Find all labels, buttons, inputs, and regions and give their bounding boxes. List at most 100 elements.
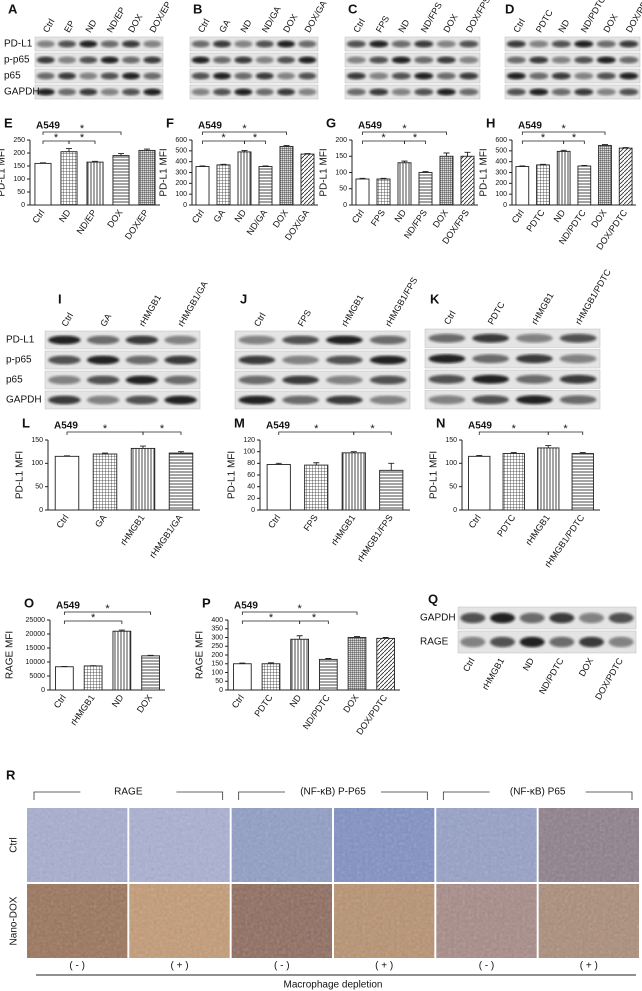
lane-label: DOX/EP xyxy=(147,0,173,34)
blot-strip xyxy=(457,606,637,630)
micrograph-texture xyxy=(334,884,435,958)
error-bar xyxy=(401,160,408,163)
lane-label: rHMGB1 xyxy=(530,291,556,326)
y-tick-label: 400 xyxy=(175,159,187,166)
bar xyxy=(397,162,412,206)
bar xyxy=(515,166,530,206)
significance-mark: * xyxy=(269,612,274,624)
blot-band xyxy=(549,612,575,624)
x-tick-label: ND/GA xyxy=(245,208,270,237)
bar xyxy=(379,469,404,511)
panel-letter: M xyxy=(234,415,245,430)
micrograph-texture xyxy=(129,884,230,958)
significance-bracket xyxy=(547,431,584,435)
bar xyxy=(439,155,454,206)
lane-label: GA xyxy=(217,18,232,34)
blot-band xyxy=(255,40,274,48)
panel-letter: N xyxy=(436,415,445,430)
blot-band xyxy=(472,374,509,384)
bar xyxy=(618,147,633,206)
micrograph-texture xyxy=(538,808,639,882)
y-tick-label: 100 xyxy=(175,191,187,198)
blot-row-label: p65 xyxy=(6,375,23,386)
bar xyxy=(341,452,366,511)
error-bar xyxy=(422,171,429,173)
chart-subtitle: A549 xyxy=(518,121,542,132)
bar xyxy=(304,464,329,511)
blot-band xyxy=(506,56,526,64)
error-bar xyxy=(239,662,246,664)
blot-band xyxy=(529,40,549,48)
x-tick-label: rHMGB1 xyxy=(329,513,357,547)
significance-mark: * xyxy=(54,132,59,144)
panel-letter: E xyxy=(4,115,13,130)
lane-label: Ctrl xyxy=(442,309,458,326)
significance-mark: * xyxy=(541,132,546,144)
chart-subtitle: A549 xyxy=(36,121,60,132)
x-tick-label: ND xyxy=(232,207,248,224)
blot-band xyxy=(255,56,274,64)
blot-band xyxy=(619,56,639,64)
x-tick-label: ND/EP xyxy=(75,208,99,236)
bar xyxy=(54,455,80,511)
error-bar xyxy=(325,658,332,660)
y-tick-label: 200 xyxy=(175,180,187,187)
x-tick-label: DOX xyxy=(341,693,360,715)
significance-mark: * xyxy=(91,612,96,624)
lane-label: EP xyxy=(62,19,77,34)
blot-band xyxy=(125,395,159,405)
blot-band xyxy=(428,333,466,343)
error-bar xyxy=(382,637,389,639)
y-tick-label: 150 xyxy=(31,437,43,444)
significance-bracket xyxy=(202,131,287,135)
blot-band xyxy=(529,56,549,64)
x-tick-label: ND xyxy=(57,207,73,224)
y-tick-label: 100 xyxy=(335,169,347,176)
blot-band xyxy=(619,40,639,48)
x-tick-label: Ctrl xyxy=(510,208,526,225)
blot-band xyxy=(391,56,411,64)
bar xyxy=(318,658,338,691)
blot-band xyxy=(164,355,197,365)
significance-bracket xyxy=(142,431,182,435)
y-tick-label: 0 xyxy=(21,202,25,209)
x-tick-label: DOX xyxy=(589,208,608,230)
x-tick-label: rHMGB1 xyxy=(524,513,552,547)
bar xyxy=(556,150,571,206)
error-bar xyxy=(199,165,206,167)
y-tick-label: 80 xyxy=(247,460,255,467)
blot-band xyxy=(79,72,98,80)
y-tick-label: 100 xyxy=(31,460,43,467)
blot-band xyxy=(234,56,253,64)
error-bar xyxy=(579,452,586,454)
bar xyxy=(300,153,315,206)
blot-band xyxy=(574,88,594,96)
error-bar xyxy=(66,148,72,152)
blot-band xyxy=(459,88,479,96)
x-tick-label: rHMGB1 xyxy=(118,513,146,547)
error-bar xyxy=(540,163,546,165)
blot-band xyxy=(298,72,317,80)
blot-strip xyxy=(424,390,601,410)
condition-label: ( - ) xyxy=(479,961,495,972)
error-bar xyxy=(262,165,269,167)
error-bar xyxy=(443,152,450,157)
blot-band xyxy=(559,354,597,364)
x-tick-label: ND xyxy=(288,692,304,709)
bar xyxy=(502,453,525,511)
y-tick-label: 350 xyxy=(211,626,223,633)
blot-band xyxy=(48,335,81,345)
lane-label: GA xyxy=(98,312,113,328)
blot-band xyxy=(213,40,231,48)
blot-band xyxy=(516,354,553,364)
y-axis-label: RAGE MFI xyxy=(195,631,206,679)
blot-band xyxy=(428,374,466,384)
y-tick-label: 200 xyxy=(495,180,507,187)
blot-band xyxy=(36,40,55,48)
blot-band xyxy=(346,40,366,48)
lane-label: Ctrl xyxy=(461,656,477,673)
blot-band xyxy=(122,88,140,96)
panel-letter: J xyxy=(240,291,247,306)
row-label: Ctrl xyxy=(9,837,20,853)
lane-label: rHMGB1 xyxy=(480,656,506,691)
